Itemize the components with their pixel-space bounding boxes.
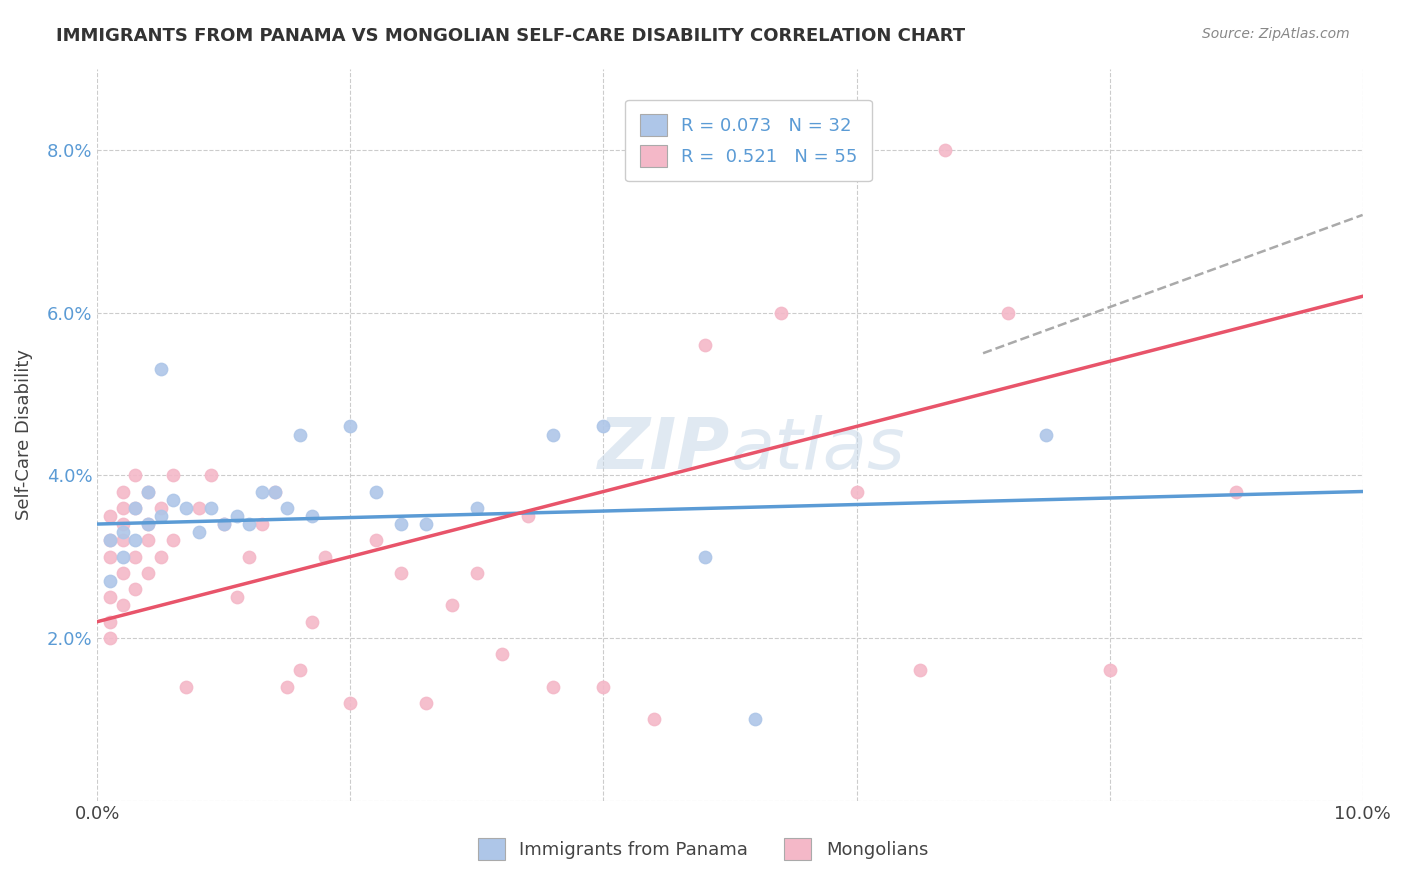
- Point: [238, 549, 260, 564]
- Point: [136, 566, 159, 580]
- Point: [124, 500, 146, 515]
- Point: [124, 500, 146, 515]
- Point: [200, 468, 222, 483]
- Point: [136, 516, 159, 531]
- Point: [301, 615, 323, 629]
- Point: [111, 500, 134, 515]
- Point: [136, 484, 159, 499]
- Point: [491, 647, 513, 661]
- Point: [98, 549, 121, 564]
- Point: [136, 484, 159, 499]
- Point: [174, 680, 197, 694]
- Point: [98, 574, 121, 588]
- Point: [212, 516, 235, 531]
- Point: [934, 143, 956, 157]
- Point: [111, 525, 134, 540]
- Point: [187, 500, 209, 515]
- Point: [111, 566, 134, 580]
- Text: IMMIGRANTS FROM PANAMA VS MONGOLIAN SELF-CARE DISABILITY CORRELATION CHART: IMMIGRANTS FROM PANAMA VS MONGOLIAN SELF…: [56, 27, 966, 45]
- Point: [149, 362, 172, 376]
- Legend: R = 0.073   N = 32, R =  0.521   N = 55: R = 0.073 N = 32, R = 0.521 N = 55: [626, 100, 872, 181]
- Point: [225, 591, 247, 605]
- Point: [162, 533, 184, 548]
- Text: atlas: atlas: [730, 415, 904, 483]
- Text: ZIP: ZIP: [598, 415, 730, 483]
- Point: [592, 680, 614, 694]
- Point: [301, 508, 323, 523]
- Point: [389, 566, 412, 580]
- Point: [997, 305, 1019, 319]
- Point: [98, 533, 121, 548]
- Point: [769, 305, 792, 319]
- Point: [693, 338, 716, 352]
- Point: [693, 549, 716, 564]
- Point: [845, 484, 868, 499]
- Point: [364, 484, 387, 499]
- Point: [263, 484, 285, 499]
- Point: [592, 419, 614, 434]
- Point: [111, 516, 134, 531]
- Point: [149, 549, 172, 564]
- Point: [465, 500, 488, 515]
- Point: [643, 712, 665, 726]
- Point: [162, 468, 184, 483]
- Point: [136, 533, 159, 548]
- Point: [238, 516, 260, 531]
- Point: [98, 591, 121, 605]
- Point: [288, 427, 311, 442]
- Point: [225, 508, 247, 523]
- Point: [124, 582, 146, 596]
- Point: [149, 508, 172, 523]
- Point: [276, 500, 298, 515]
- Point: [111, 599, 134, 613]
- Point: [250, 484, 273, 499]
- Point: [744, 712, 766, 726]
- Point: [111, 484, 134, 499]
- Point: [339, 696, 361, 710]
- Point: [339, 419, 361, 434]
- Point: [1035, 427, 1057, 442]
- Point: [288, 664, 311, 678]
- Point: [174, 500, 197, 515]
- Point: [98, 508, 121, 523]
- Point: [364, 533, 387, 548]
- Point: [465, 566, 488, 580]
- Point: [124, 468, 146, 483]
- Point: [541, 680, 564, 694]
- Legend: Immigrants from Panama, Mongolians: Immigrants from Panama, Mongolians: [464, 823, 942, 874]
- Point: [314, 549, 336, 564]
- Point: [541, 427, 564, 442]
- Point: [98, 533, 121, 548]
- Point: [124, 549, 146, 564]
- Point: [124, 533, 146, 548]
- Point: [136, 516, 159, 531]
- Point: [415, 516, 437, 531]
- Point: [250, 516, 273, 531]
- Point: [149, 500, 172, 515]
- Point: [1225, 484, 1247, 499]
- Point: [111, 533, 134, 548]
- Point: [212, 516, 235, 531]
- Point: [415, 696, 437, 710]
- Text: Source: ZipAtlas.com: Source: ZipAtlas.com: [1202, 27, 1350, 41]
- Point: [98, 631, 121, 645]
- Y-axis label: Self-Care Disability: Self-Care Disability: [15, 349, 32, 520]
- Point: [162, 492, 184, 507]
- Point: [440, 599, 463, 613]
- Point: [516, 508, 538, 523]
- Point: [263, 484, 285, 499]
- Point: [1098, 664, 1121, 678]
- Point: [908, 664, 931, 678]
- Point: [276, 680, 298, 694]
- Point: [187, 525, 209, 540]
- Point: [389, 516, 412, 531]
- Point: [111, 549, 134, 564]
- Point: [200, 500, 222, 515]
- Point: [98, 615, 121, 629]
